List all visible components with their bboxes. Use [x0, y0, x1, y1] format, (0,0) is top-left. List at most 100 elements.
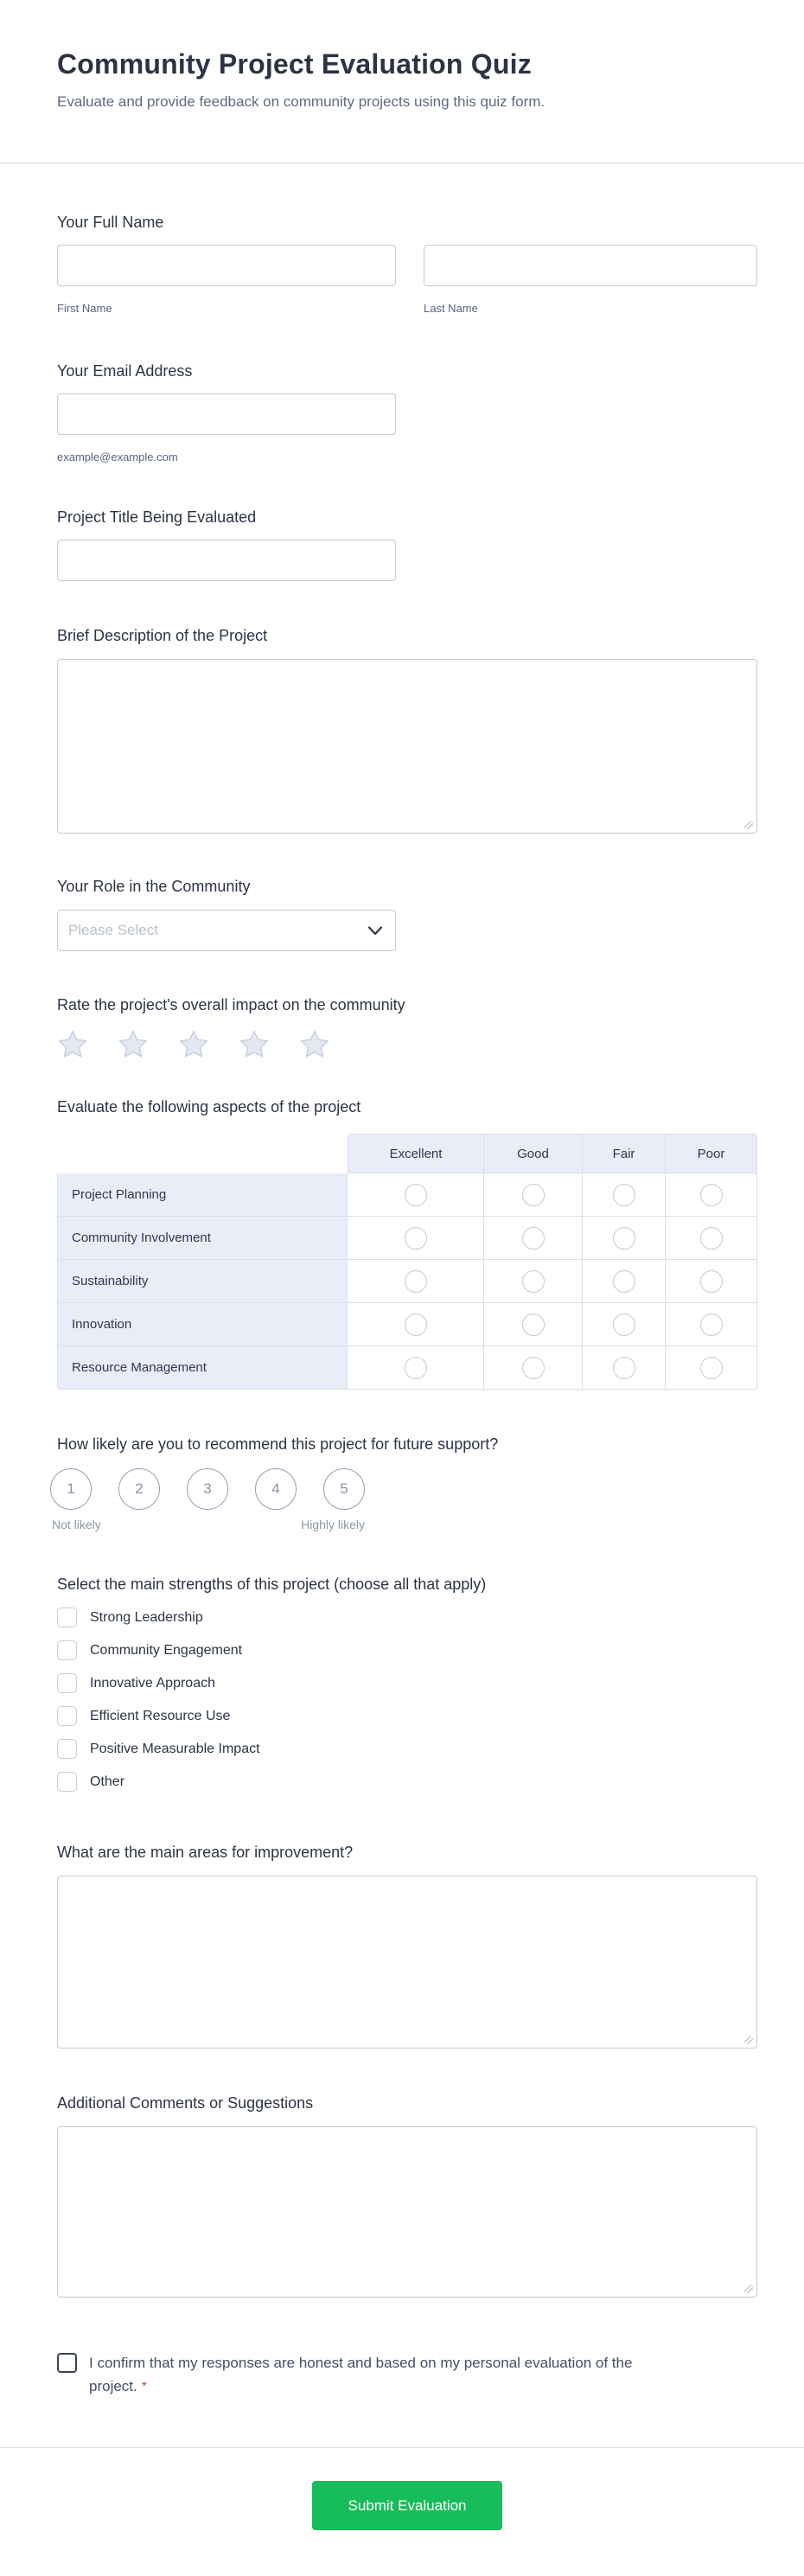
- star-icon[interactable]: [299, 1029, 330, 1060]
- matrix-radio[interactable]: [699, 1269, 723, 1293]
- matrix-radio[interactable]: [521, 1226, 545, 1250]
- matrix-radio[interactable]: [612, 1269, 635, 1293]
- matrix-cell: [484, 1303, 583, 1346]
- project-title-input[interactable]: [57, 540, 396, 581]
- improvement-textarea[interactable]: [57, 1876, 757, 2049]
- matrix-radio[interactable]: [612, 1356, 635, 1379]
- strength-option[interactable]: Positive Measurable Impact: [57, 1739, 757, 1759]
- matrix-cell: [348, 1260, 484, 1303]
- email-label: Your Email Address: [57, 362, 193, 380]
- description-textarea[interactable]: [57, 659, 757, 834]
- scale-max-label: Highly likely: [301, 1518, 365, 1531]
- matrix-cell: [583, 1346, 666, 1390]
- confirmation-checkbox[interactable]: [57, 2353, 77, 2373]
- strength-checkbox[interactable]: [57, 1772, 77, 1792]
- strength-checkbox[interactable]: [57, 1673, 77, 1693]
- matrix-cell: [666, 1173, 757, 1217]
- matrix-radio[interactable]: [521, 1269, 545, 1293]
- last-name-input[interactable]: [424, 245, 757, 286]
- question-project-title: Project Title Being Evaluated: [57, 508, 757, 581]
- strength-checkbox[interactable]: [57, 1640, 77, 1660]
- impact-rating-label: Rate the project's overall impact on the…: [57, 996, 405, 1013]
- matrix-radio[interactable]: [404, 1226, 427, 1250]
- question-confirmation: I confirm that my responses are honest a…: [57, 2351, 757, 2399]
- first-name-input[interactable]: [57, 245, 396, 286]
- matrix-radio[interactable]: [699, 1313, 723, 1336]
- comments-textarea[interactable]: [57, 2126, 757, 2298]
- strength-option-label: Positive Measurable Impact: [90, 1741, 260, 1756]
- matrix-cell: [583, 1303, 666, 1346]
- matrix-radio[interactable]: [612, 1226, 635, 1250]
- strength-checkbox[interactable]: [57, 1739, 77, 1759]
- email-input[interactable]: [57, 393, 396, 435]
- matrix-cell: [666, 1260, 757, 1303]
- strength-option[interactable]: Innovative Approach: [57, 1673, 757, 1693]
- required-marker: *: [141, 2380, 147, 2394]
- chevron-down-icon: [367, 925, 383, 935]
- project-title-label: Project Title Being Evaluated: [57, 508, 257, 526]
- scale-min-label: Not likely: [52, 1518, 101, 1531]
- question-recommend-scale: How likely are you to recommend this pro…: [50, 1435, 757, 1531]
- matrix-row-label: Innovation: [57, 1303, 348, 1346]
- role-label: Your Role in the Community: [57, 878, 251, 895]
- role-select[interactable]: Please Select: [57, 910, 396, 951]
- role-select-value: Please Select: [68, 922, 158, 938]
- full-name-label: Your Full Name: [57, 214, 164, 231]
- description-label: Brief Description of the Project: [57, 627, 268, 644]
- matrix-radio[interactable]: [521, 1313, 545, 1336]
- scale-option-4[interactable]: 4: [255, 1468, 297, 1510]
- matrix-radio[interactable]: [699, 1356, 723, 1379]
- matrix-radio[interactable]: [699, 1183, 723, 1206]
- matrix-radio[interactable]: [404, 1269, 427, 1293]
- matrix-column-header: Fair: [583, 1134, 666, 1173]
- scale-option-2[interactable]: 2: [118, 1468, 160, 1510]
- strength-option-label: Strong Leadership: [90, 1609, 203, 1625]
- strength-option-label: Community Engagement: [90, 1642, 243, 1658]
- form-header: Community Project Evaluation Quiz Evalua…: [0, 0, 804, 112]
- matrix-cell: [666, 1346, 757, 1390]
- matrix-row-label: Sustainability: [57, 1260, 348, 1303]
- strength-option[interactable]: Efficient Resource Use: [57, 1706, 757, 1726]
- star-icon[interactable]: [118, 1029, 149, 1060]
- submit-button[interactable]: Submit Evaluation: [312, 2481, 502, 2530]
- matrix-radio[interactable]: [612, 1183, 635, 1206]
- question-role: Your Role in the Community Please Select: [57, 877, 757, 951]
- matrix-radio[interactable]: [521, 1183, 545, 1206]
- strength-option-label: Innovative Approach: [90, 1675, 215, 1691]
- matrix-cell: [583, 1173, 666, 1217]
- star-icon[interactable]: [178, 1029, 209, 1060]
- scale-options: 1 2 3 4 5: [50, 1468, 365, 1510]
- question-description: Brief Description of the Project: [57, 626, 757, 834]
- strength-option[interactable]: Strong Leadership: [57, 1608, 757, 1627]
- comments-label: Additional Comments or Suggestions: [57, 2094, 314, 2112]
- matrix-cell: [348, 1303, 484, 1346]
- scale-option-5[interactable]: 5: [323, 1468, 365, 1510]
- matrix-radio[interactable]: [521, 1356, 545, 1379]
- scale-option-3[interactable]: 3: [187, 1468, 228, 1510]
- star-icon[interactable]: [57, 1029, 88, 1060]
- strength-checkbox[interactable]: [57, 1706, 77, 1726]
- question-email: Your Email Address example@example.com: [57, 361, 757, 464]
- last-name-sublabel: Last Name: [424, 302, 478, 315]
- matrix-radio[interactable]: [612, 1313, 635, 1336]
- matrix-radio[interactable]: [699, 1226, 723, 1250]
- confirmation-row[interactable]: I confirm that my responses are honest a…: [57, 2351, 757, 2399]
- strength-option[interactable]: Community Engagement: [57, 1640, 757, 1660]
- matrix-table: Excellent Good Fair Poor Project Plannin…: [57, 1134, 757, 1390]
- question-matrix: Evaluate the following aspects of the pr…: [57, 1097, 757, 1390]
- matrix-radio[interactable]: [404, 1356, 427, 1379]
- question-full-name: Your Full Name First Name Last Name: [57, 213, 757, 316]
- strength-checkbox[interactable]: [57, 1608, 77, 1627]
- scale-option-1[interactable]: 1: [50, 1468, 92, 1510]
- star-rating: [57, 1027, 757, 1060]
- strength-option[interactable]: Other: [57, 1772, 757, 1792]
- matrix-row-label: Resource Management: [57, 1346, 348, 1390]
- question-strengths: Select the main strengths of this projec…: [57, 1575, 757, 1792]
- first-name-sublabel: First Name: [57, 302, 112, 315]
- matrix-row-label: Project Planning: [57, 1173, 348, 1217]
- matrix-cell: [583, 1260, 666, 1303]
- matrix-radio[interactable]: [404, 1313, 427, 1336]
- star-icon[interactable]: [239, 1029, 270, 1060]
- matrix-radio[interactable]: [404, 1183, 427, 1206]
- page-subtitle: Evaluate and provide feedback on communi…: [57, 93, 546, 110]
